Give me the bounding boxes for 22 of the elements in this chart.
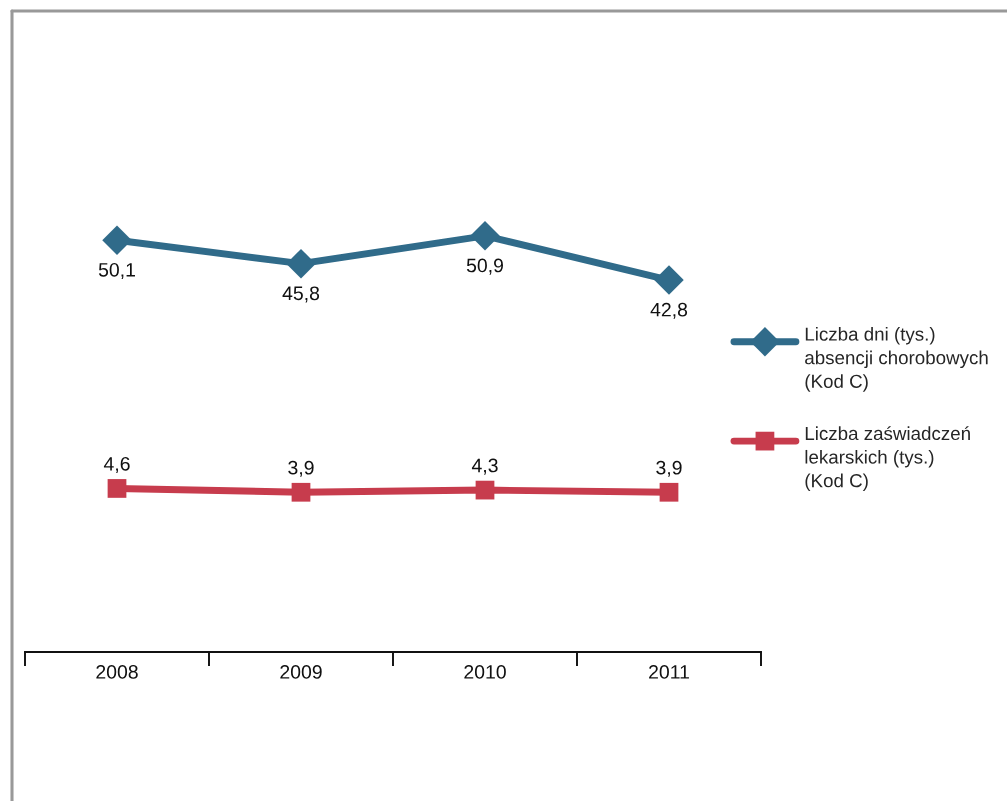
point xyxy=(475,480,495,500)
data-label: 45,8 xyxy=(282,286,320,303)
data-label: 50,9 xyxy=(466,258,503,275)
point xyxy=(291,482,311,502)
point xyxy=(102,225,132,255)
point xyxy=(286,248,316,279)
point xyxy=(659,482,679,502)
point xyxy=(654,265,684,295)
data-label: 42,8 xyxy=(650,302,688,319)
data-label: 4,3 xyxy=(471,458,498,475)
x-tick-label: 2011 xyxy=(649,665,689,679)
data-label: 4,6 xyxy=(103,456,130,474)
x-tick-label: 2008 xyxy=(96,665,138,679)
x-tick-label: 2010 xyxy=(464,665,506,679)
data-label: 3,9 xyxy=(288,460,314,477)
point xyxy=(107,479,127,498)
legend-label: Liczba dni (tys.) absencji chorobowych (Kod C) xyxy=(805,327,988,392)
x-tick-label: 2009 xyxy=(280,665,322,679)
legend-label: Liczba zaświadczeń lekarskich (tys.) (Kod C) xyxy=(805,426,970,492)
data-label: 3,9 xyxy=(656,460,682,477)
data-label: 50,1 xyxy=(98,262,135,280)
point xyxy=(470,221,500,251)
